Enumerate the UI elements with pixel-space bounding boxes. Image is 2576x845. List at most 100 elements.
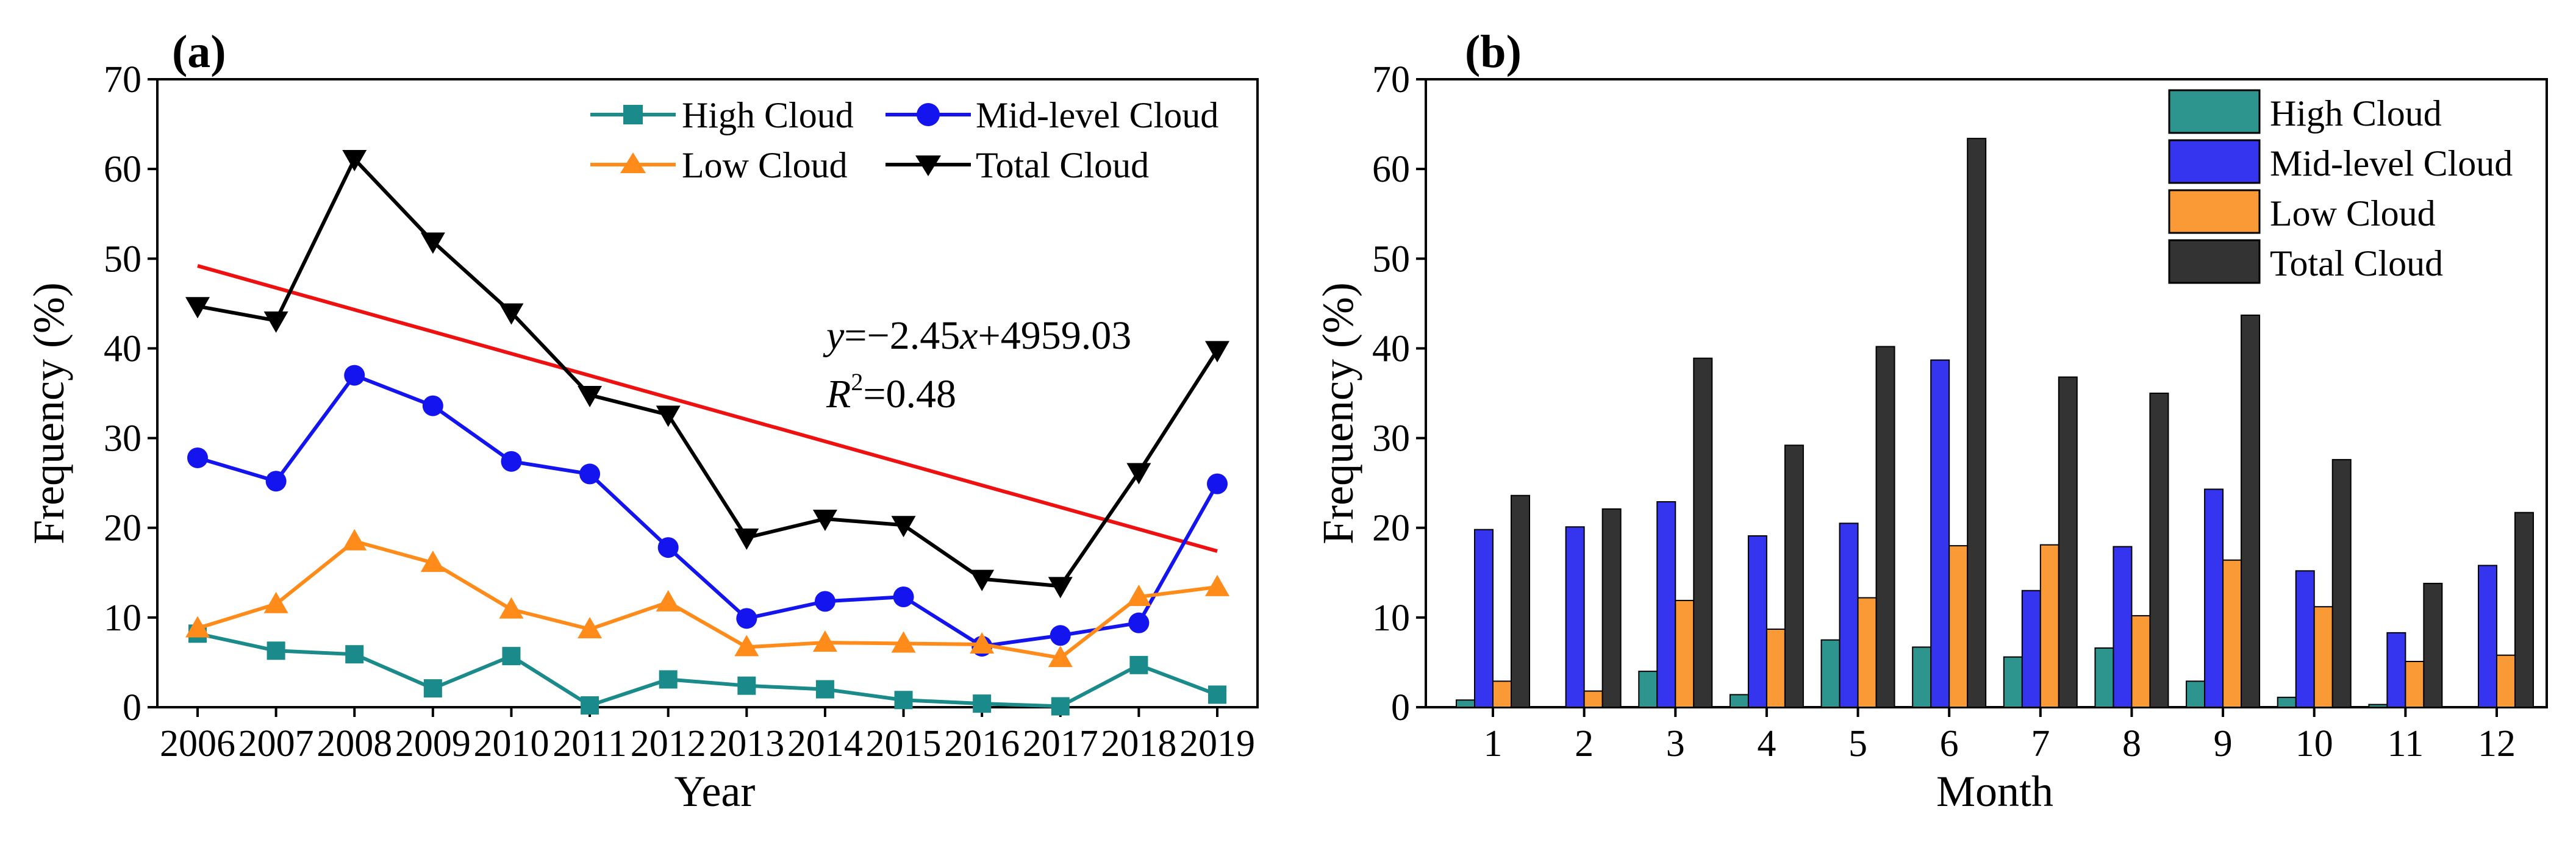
bar-low-cloud [2039,544,2059,708]
legend-b-low-cloud-label: Low Cloud [2270,193,2436,234]
legend-b-mid-cloud-label: Mid-level Cloud [2270,143,2513,184]
panel-b-x-tick-label: 11 [2388,723,2424,765]
data-point-total-cloud [734,528,759,550]
bar-high-cloud [2094,647,2114,708]
bar-total-cloud [2149,393,2169,708]
panel-a-x-tick-label: 2007 [238,723,314,765]
legend-b-total-cloud-swatch [2168,239,2261,284]
bar-total-cloud [1875,346,1895,708]
bar-mid-level-cloud [1656,501,1676,708]
bar-mid-level-cloud [2021,590,2041,708]
bar-total-cloud [1601,508,1622,708]
data-point-high-cloud [1129,655,1148,674]
eq-r-sup: 2 [851,368,863,396]
eq-intercept: +4959.03 [978,313,1132,358]
data-point-total-cloud [185,297,210,319]
bar-low-cloud [2313,606,2333,708]
data-point-high-cloud [423,679,442,698]
bar-total-cloud [2514,512,2534,708]
panel-a-y-tick-label: 70 [104,59,141,101]
eq-y-var: y [823,313,845,358]
legend-a-triangle-down-marker [915,155,941,176]
panel-b-legend: High Cloud Mid-level Cloud Low Cloud Tot… [2168,89,2513,284]
panel-b-y-tick-label: 50 [1372,238,1410,280]
data-point-high-cloud [1208,685,1226,704]
bar-total-cloud [2423,582,2443,708]
bar-mid-level-cloud [1747,535,1767,708]
bar-low-cloud [1583,690,1603,708]
panel-a-x-tick-label: 2011 [553,723,627,765]
panel-a-x-tick-label: 2017 [1023,723,1098,765]
data-point-high-cloud [345,645,364,664]
bar-mid-level-cloud [1474,529,1494,708]
panel-b-x-tick-label: 5 [1848,723,1867,765]
data-point-low-cloud [734,635,759,657]
panel-a-x-tick-label: 2009 [395,723,471,765]
bar-mid-level-cloud [2295,570,2315,708]
bar-high-cloud [1638,671,1658,708]
panel-a-x-tick-label: 2010 [473,723,549,765]
panel-b-x-tick-label: 9 [2214,723,2233,765]
data-point-low-cloud [812,630,837,652]
eq-slope: =−2.45 [844,313,960,358]
bar-mid-level-cloud [2113,546,2133,708]
data-point-low-cloud [342,529,367,551]
panel-a-x-tick-label: 2008 [317,723,392,765]
bar-low-cloud [1675,599,1695,708]
series-line-total-cloud [197,157,1219,588]
data-point-high-cloud [815,680,834,699]
panel-b-y-tick-label: 0 [1391,687,1410,729]
legend-b-high-cloud-swatch [2168,89,2261,134]
data-point-low-cloud [656,590,681,611]
panel-b-x-tick-label: 4 [1757,723,1776,765]
data-point-mid-level-cloud [1128,612,1150,633]
legend-b-low-cloud-swatch [2168,189,2261,234]
data-point-mid-level-cloud [1050,625,1071,646]
panel-a-x-tick-label: 2014 [787,723,863,765]
panel-a-label: (a) [172,26,226,77]
data-point-low-cloud [263,591,288,613]
bar-low-cloud [1857,597,1877,708]
data-point-high-cloud [1051,697,1070,716]
bar-high-cloud [1820,639,1841,708]
legend-a-mid-cloud: Mid-level Cloud [886,95,1218,135]
data-point-low-cloud [1048,646,1073,668]
panel-a-y-tick-label: 40 [104,328,141,369]
panel-a-y-tick-label: 10 [104,597,141,639]
bar-high-cloud [1912,646,1932,708]
panel-b-x-tick-label: 7 [2031,723,2050,765]
panel-b-bars-layer [1456,138,2534,708]
bar-high-cloud [1456,699,1475,708]
panel-a-x-tick-label: 2013 [709,723,784,765]
data-point-high-cloud [267,641,285,660]
bar-low-cloud [1492,680,1512,708]
bar-low-cloud [2405,660,2425,708]
legend-a-mid-cloud-label: Mid-level Cloud [976,95,1218,135]
bar-mid-level-cloud [2204,488,2224,708]
panel-b-x-tick-label: 2 [1575,723,1594,765]
legend-b-mid-cloud-swatch [2168,139,2261,184]
bar-low-cloud [1948,545,1969,708]
legend-a-high-cloud-label: High Cloud [682,95,854,135]
bar-total-cloud [1693,357,1713,708]
data-point-high-cloud [659,670,678,689]
eq-r-value: =0.48 [863,372,956,416]
bar-high-cloud [2003,656,2023,708]
panel-b-y-tick-label: 70 [1372,59,1410,101]
panel-b-x-tick-label: 1 [1484,723,1503,765]
panel-a-x-tick-label: 2006 [160,723,235,765]
bar-high-cloud [2186,680,2206,708]
bar-high-cloud [2277,696,2297,708]
panel-b-x-tick-label: 12 [2478,723,2516,765]
data-point-total-cloud [656,405,681,427]
bar-low-cloud [2496,654,2516,708]
panel-a-x-tick-label: 2015 [866,723,942,765]
legend-b-high-cloud-label: High Cloud [2270,93,2442,134]
panel-a-x-tick-label: 2012 [631,723,706,765]
legend-a-high-cloud: High Cloud [590,95,854,135]
panel-a-y-tick-label: 50 [104,238,141,280]
panel-a-y-tick-label: 30 [104,418,141,460]
